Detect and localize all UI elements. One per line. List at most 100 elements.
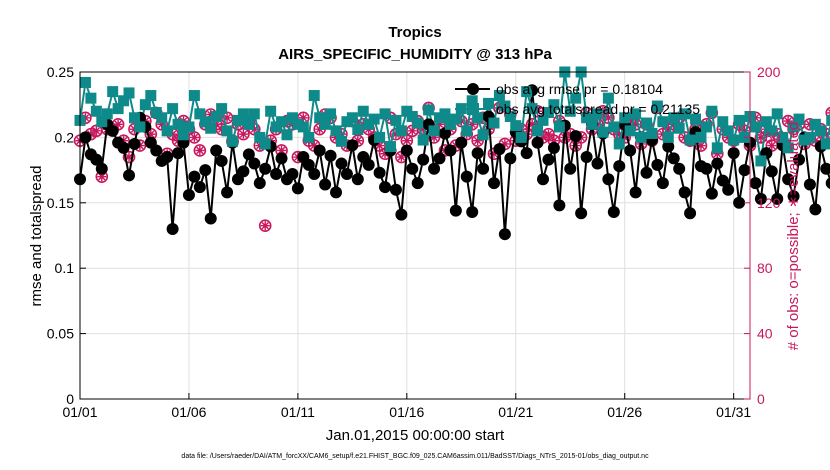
obs-evaluated-point — [157, 119, 167, 129]
rmse-point — [373, 166, 386, 179]
obs-evaluated-point — [396, 152, 406, 162]
axes-ticks: 01/01 01/06 01/11 01/16 01/21 01/26 01/31 0 0.05… — [47, 64, 781, 420]
legend-spread-marker — [467, 103, 479, 115]
x-tick-label: 01/31 — [716, 404, 751, 420]
rmse-point — [531, 136, 544, 149]
rmse-point — [204, 212, 217, 225]
x-tick-label: 01/01 — [62, 404, 97, 420]
spread-point — [390, 114, 402, 126]
rmse-point — [749, 177, 762, 190]
obs-evaluated-point — [740, 126, 750, 136]
rmse-point — [210, 144, 223, 157]
obs-evaluated-point — [113, 119, 123, 129]
x-axis-label: Jan.01,2015 00:00:00 start — [326, 427, 505, 444]
spread-point — [581, 112, 593, 124]
obs-evaluated-point — [189, 132, 199, 142]
rmse-point — [199, 164, 212, 177]
rmse-point — [123, 169, 136, 182]
spread-point — [259, 138, 271, 150]
rmse-point — [253, 177, 266, 190]
rmse-point — [193, 181, 206, 194]
obs-evaluated-point — [543, 129, 553, 139]
obs-possible-point — [825, 106, 830, 119]
spread-point — [423, 104, 435, 116]
spread-point — [809, 118, 821, 130]
y2-tick-label: 40 — [757, 326, 773, 342]
series-layer — [73, 66, 830, 241]
spread-point — [167, 103, 179, 115]
rmse-point — [449, 204, 462, 217]
rmse-point — [504, 152, 517, 165]
obs-evaluated-point — [696, 141, 706, 151]
rmse-point — [602, 173, 615, 186]
rmse-point — [128, 137, 141, 150]
y-tick-label: 0.2 — [55, 129, 75, 145]
spread-point — [777, 131, 789, 143]
rmse-point — [825, 177, 830, 189]
rmse-point — [754, 192, 767, 205]
spread-point — [395, 125, 407, 137]
obs-evaluated-point — [473, 136, 483, 146]
obs-evaluated-point — [309, 141, 319, 151]
spread-point — [608, 121, 620, 133]
spread-point — [183, 121, 195, 133]
spread-point — [330, 125, 342, 137]
obs-evaluated-point — [407, 126, 417, 136]
rmse-point — [237, 165, 250, 178]
spread-point — [630, 108, 642, 120]
obs-evaluated-point — [418, 124, 428, 134]
rmse-point — [275, 152, 288, 165]
spread-point — [668, 112, 680, 124]
spread-point — [766, 125, 778, 137]
rmse-point — [166, 222, 179, 235]
obs-evaluated-point — [222, 113, 232, 123]
spread-point — [684, 134, 696, 146]
spread-point — [248, 108, 260, 120]
rmse-point — [711, 157, 724, 170]
rmse-point — [542, 153, 555, 166]
footnote: data file: /Users/raeder/DAI/ATM_forcXX/… — [181, 453, 649, 460]
rmse-point — [291, 182, 304, 195]
obs-evaluated-point — [783, 116, 793, 126]
spread-point — [319, 118, 331, 130]
rmse-point — [738, 164, 751, 177]
rmse-point — [438, 127, 451, 140]
rmse-point — [351, 173, 364, 186]
spread-point — [428, 125, 440, 137]
spread-point — [145, 90, 157, 102]
rmse-point — [248, 157, 261, 170]
obs-possible-point — [258, 219, 272, 232]
obs-evaluated-point — [97, 172, 107, 182]
obs-evaluated-point — [429, 132, 439, 142]
rmse-point — [117, 141, 130, 154]
y2-tick-label: 120 — [757, 195, 781, 211]
rmse-point — [651, 158, 664, 171]
obs-evaluated-point — [402, 136, 412, 146]
rmse-point — [820, 162, 830, 175]
spread-point — [526, 103, 538, 115]
obs-evaluated-point — [260, 221, 270, 231]
spread-point — [346, 112, 358, 124]
spread-point — [782, 142, 794, 154]
chart-title: Tropics — [388, 24, 441, 41]
spread-point — [265, 105, 277, 117]
y-axis-label: rmse and totalspread — [28, 166, 45, 307]
rmse-point — [667, 152, 680, 165]
spread-point — [243, 118, 255, 130]
rmse-point — [580, 151, 593, 164]
x-tick-label: 01/21 — [498, 404, 533, 420]
spread-point — [101, 108, 113, 120]
rmse-point — [640, 166, 653, 179]
legend-spread-label: obs avg totalspread pr = 0.21135 — [496, 101, 700, 117]
rmse-point — [733, 196, 746, 209]
rmse-point — [400, 144, 413, 157]
obs-evaluated-point — [712, 149, 722, 159]
spread-point — [286, 112, 298, 124]
rmse-point — [106, 124, 119, 137]
rmse-point — [242, 148, 255, 161]
spread-point — [657, 116, 669, 128]
spread-point — [194, 108, 206, 120]
x-tick-label: 01/26 — [607, 404, 642, 420]
legend: obs avg rmse pr = 0.18104 obs avg totals… — [455, 81, 700, 117]
